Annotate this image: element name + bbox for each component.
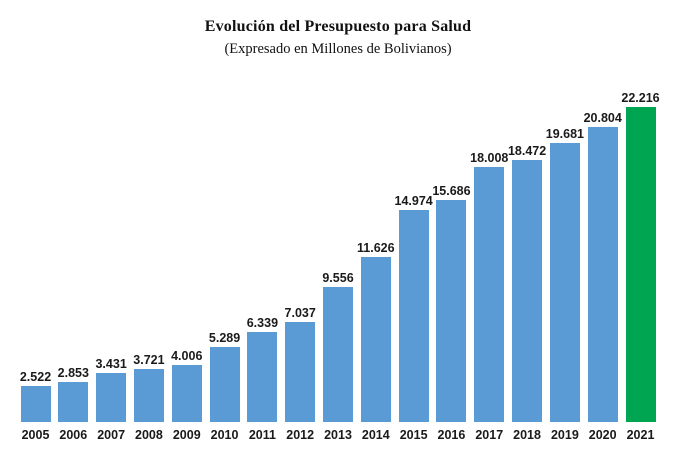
bar-column-2009: 4.006 — [168, 348, 205, 422]
x-tick-label-2007: 2007 — [97, 428, 126, 442]
bar-column-2012: 7.037 — [282, 305, 319, 422]
x-tick-label-2016: 2016 — [437, 428, 466, 442]
x-tick-label-2019: 2019 — [550, 428, 579, 442]
bar-column-2007: 3.431 — [93, 356, 130, 422]
bar-value-label: 18.008 — [470, 150, 509, 165]
x-tick-label-2010: 2010 — [210, 428, 239, 442]
bar-column-2005: 2.522 — [17, 369, 54, 422]
bar-column-2006: 2.853 — [55, 365, 92, 422]
x-tick-label-2005: 2005 — [21, 428, 50, 442]
bar-value-label: 9.556 — [322, 270, 354, 285]
bar-2012 — [285, 322, 316, 422]
bar-column-2008: 3.721 — [130, 352, 167, 422]
bar-value-label: 7.037 — [284, 305, 316, 320]
bar-value-label: 3.721 — [133, 352, 165, 367]
bar-value-label: 20.804 — [583, 110, 622, 125]
bar-2010 — [209, 347, 240, 422]
bar-column-2018: 18.472 — [507, 143, 547, 422]
bar-value-label: 11.626 — [357, 240, 395, 255]
bar-value-label: 3.431 — [95, 356, 127, 371]
bar-column-2011: 6.339 — [244, 315, 281, 422]
bar-2013 — [323, 287, 353, 422]
bar-column-2019: 19.681 — [545, 126, 584, 422]
bar-2018 — [512, 160, 543, 422]
x-tick-label-2014: 2014 — [361, 428, 390, 442]
bar-column-2021: 22.216 — [621, 90, 660, 422]
x-tick-label-2015: 2015 — [399, 428, 428, 442]
bar-2014 — [360, 257, 391, 422]
x-tick-label-2012: 2012 — [286, 428, 315, 442]
bar-2020 — [587, 127, 618, 422]
bar-column-2010: 5.289 — [206, 330, 243, 422]
bar-value-label: 6.339 — [246, 315, 279, 330]
x-tick-label-2013: 2013 — [324, 428, 352, 442]
chart-subtitle: (Expresado en Millones de Bolivianos) — [224, 41, 452, 57]
bar-column-2015: 14.974 — [394, 193, 433, 422]
x-tick-label-2011: 2011 — [248, 428, 276, 442]
chart-title: Evolución del Presupuesto para Salud — [204, 18, 472, 35]
bar-column-2016: 15.686 — [432, 183, 471, 422]
x-tick-label-2017: 2017 — [475, 428, 504, 442]
bar-value-label: 2.853 — [57, 365, 89, 380]
bar-2019 — [549, 143, 580, 422]
bar-2005 — [20, 386, 51, 422]
bar-2008 — [133, 369, 164, 422]
bar-value-label: 4.006 — [171, 348, 203, 363]
bar-2009 — [171, 365, 202, 422]
bar-2006 — [58, 382, 89, 422]
bar-value-label: 18.472 — [507, 143, 547, 158]
x-tick-label-2006: 2006 — [59, 428, 88, 442]
bar-2017 — [474, 167, 505, 422]
bar-2016 — [436, 200, 467, 422]
bar-value-label: 5.289 — [208, 330, 241, 345]
x-tick-label-2009: 2009 — [172, 428, 201, 442]
bar-2007 — [96, 373, 127, 422]
bar-value-label: 19.681 — [545, 126, 584, 141]
bar-2015 — [398, 210, 429, 422]
bar-column-2017: 18.008 — [470, 150, 509, 422]
bar-value-label: 22.216 — [621, 90, 660, 105]
bar-value-label: 15.686 — [432, 183, 471, 198]
bar-column-2013: 9.556 — [320, 270, 357, 422]
plot-area: 2.522 2.853 3.431 3.721 4.006 5.289 6.339 7.037… — [17, 84, 660, 422]
x-tick-label-2021: 2021 — [626, 428, 655, 442]
x-tick-label-2020: 2020 — [588, 428, 617, 442]
bar-value-label: 14.974 — [394, 193, 433, 208]
bar-2021 — [625, 107, 656, 422]
x-tick-label-2008: 2008 — [135, 428, 163, 442]
x-axis: 2005 2006 2007 2008 2009 2010 2011 2012 2013 2014… — [17, 428, 659, 442]
bar-2011 — [247, 332, 278, 422]
x-tick-label-2018: 2018 — [513, 428, 541, 442]
bar-column-2020: 20.804 — [583, 110, 622, 422]
bar-value-label: 2.522 — [19, 369, 52, 384]
bar-column-2014: 11.626 — [357, 240, 395, 422]
